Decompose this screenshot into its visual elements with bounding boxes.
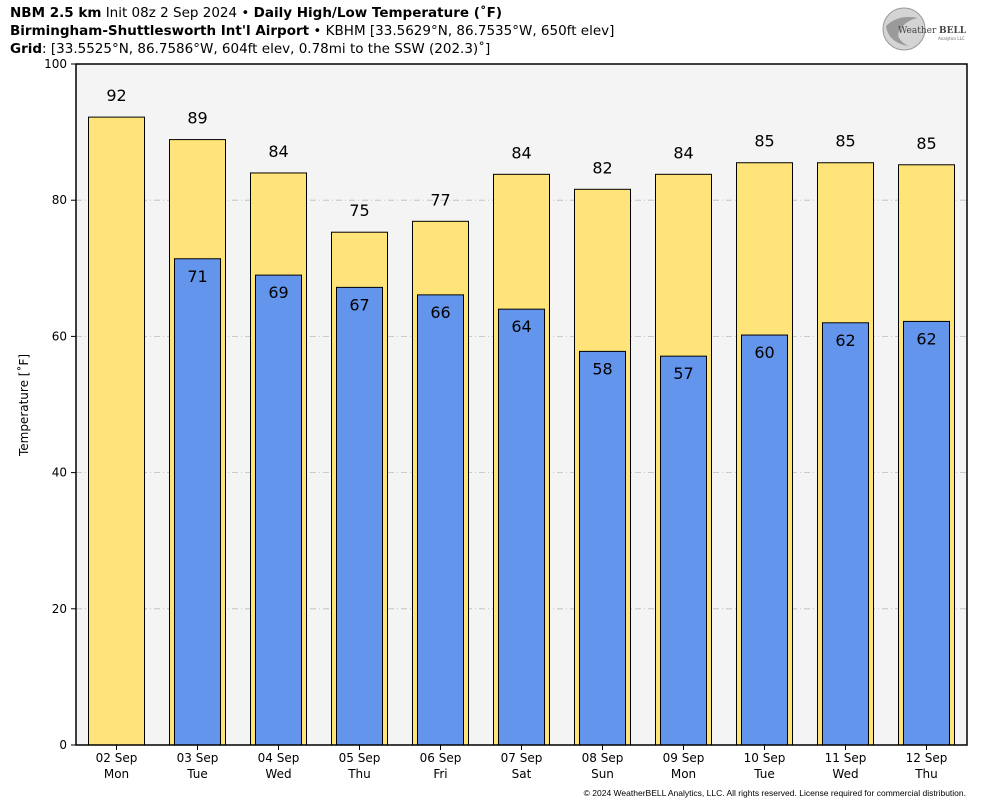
separator: • (313, 23, 322, 39)
x-tick-day: Wed (832, 767, 858, 781)
x-tick-date: 04 Sep (258, 751, 300, 765)
high-value-label: 92 (106, 86, 126, 105)
high-value-label: 84 (268, 142, 288, 161)
station-line: Birmingham-Shuttlesworth Int'l Airport •… (10, 22, 614, 40)
copyright-notice: © 2024 WeatherBELL Analytics, LLC. All r… (583, 788, 966, 798)
x-tick-day: Sat (512, 767, 532, 781)
grid-label: Grid (10, 41, 43, 57)
low-value-label: 71 (187, 267, 207, 286)
low-bar (174, 258, 221, 746)
x-tick-date: 07 Sep (501, 751, 543, 765)
low-bar (417, 294, 464, 746)
x-tick-day: Mon (671, 767, 696, 781)
chart-title-line: NBM 2.5 km Init 08z 2 Sep 2024 • Daily H… (10, 4, 502, 22)
high-value-label: 85 (835, 132, 855, 151)
high-bar (88, 116, 145, 746)
x-tick-day: Thu (914, 767, 938, 781)
y-axis-label: Temperature [˚F] (17, 353, 31, 457)
plot-frame (75, 63, 968, 746)
low-value-label: 58 (592, 359, 612, 378)
x-tick-date: 10 Sep (744, 751, 786, 765)
product-name: Daily High/Low Temperature (˚F) (253, 5, 503, 21)
model-name: NBM 2.5 km (10, 5, 102, 21)
grid-info: : [33.5525°N, 86.7586°W, 604ft elev, 0.7… (42, 41, 491, 57)
low-value-label: 57 (673, 364, 693, 383)
x-tick-date: 08 Sep (582, 751, 624, 765)
low-bar (660, 355, 707, 746)
low-bar (822, 322, 869, 746)
x-tick-day: Tue (753, 767, 775, 781)
low-bar (498, 308, 545, 746)
low-bar (255, 274, 302, 746)
x-tick-date: 12 Sep (906, 751, 948, 765)
y-tick-label: 20 (52, 602, 67, 616)
separator: • (241, 5, 250, 21)
high-value-label: 84 (511, 143, 531, 162)
y-tick-label: 60 (52, 329, 67, 343)
station-info: KBHM [33.5629°N, 86.7535°W, 650ft elev] (325, 23, 615, 39)
low-value-label: 64 (511, 317, 531, 336)
low-value-label: 62 (916, 329, 936, 348)
low-bar (903, 320, 950, 746)
station-name: Birmingham-Shuttlesworth Int'l Airport (10, 23, 310, 39)
low-value-label: 67 (349, 295, 369, 314)
low-value-label: 62 (835, 331, 855, 350)
x-tick-date: 02 Sep (96, 751, 138, 765)
y-tick-label: 40 (52, 466, 67, 480)
x-tick-day: Tue (186, 767, 208, 781)
x-tick-date: 05 Sep (339, 751, 381, 765)
low-bar (336, 286, 383, 746)
y-tick-label: 80 (52, 193, 67, 207)
high-value-label: 85 (916, 134, 936, 153)
x-tick-date: 06 Sep (420, 751, 462, 765)
low-value-label: 60 (754, 343, 774, 362)
high-value-label: 77 (430, 190, 450, 209)
logo-subtext: Analytics LLC (938, 36, 965, 41)
high-value-label: 89 (187, 109, 207, 128)
weatherbell-logo: Weather BELL Analytics LLC (882, 7, 967, 51)
x-tick-date: 11 Sep (825, 751, 867, 765)
logo-text-b: BELL (939, 26, 967, 36)
low-value-label: 66 (430, 303, 450, 322)
high-value-label: 84 (673, 143, 693, 162)
x-tick-day: Mon (104, 767, 129, 781)
x-tick-date: 09 Sep (663, 751, 705, 765)
x-tick-day: Sun (591, 767, 614, 781)
high-value-label: 82 (592, 158, 612, 177)
low-value-label: 69 (268, 283, 288, 302)
x-tick-day: Fri (433, 767, 447, 781)
high-value-label: 75 (349, 201, 369, 220)
low-bar (741, 334, 788, 746)
x-tick-day: Wed (265, 767, 291, 781)
bars: 92 89 71 84 69 75 67 77 66 84 64 82 58 84 57 85 60 85 62 85… (88, 86, 955, 746)
x-tick-date: 03 Sep (177, 751, 219, 765)
x-axis: 02 Sep Mon 03 Sep Tue 04 Sep Wed 05 Sep Thu 06 S… (96, 745, 948, 781)
x-tick-day: Thu (347, 767, 371, 781)
low-bar (579, 350, 626, 746)
logo-text-a: Weather (898, 26, 937, 36)
high-value-label: 85 (754, 132, 774, 151)
y-tick-label: 100 (44, 57, 67, 71)
y-axis: 0 20 40 60 80 100 (44, 57, 76, 752)
y-tick-label: 0 (59, 738, 67, 752)
init-time: Init 08z 2 Sep 2024 (105, 5, 238, 21)
grid-line: Grid: [33.5525°N, 86.7586°W, 604ft elev,… (10, 40, 490, 58)
